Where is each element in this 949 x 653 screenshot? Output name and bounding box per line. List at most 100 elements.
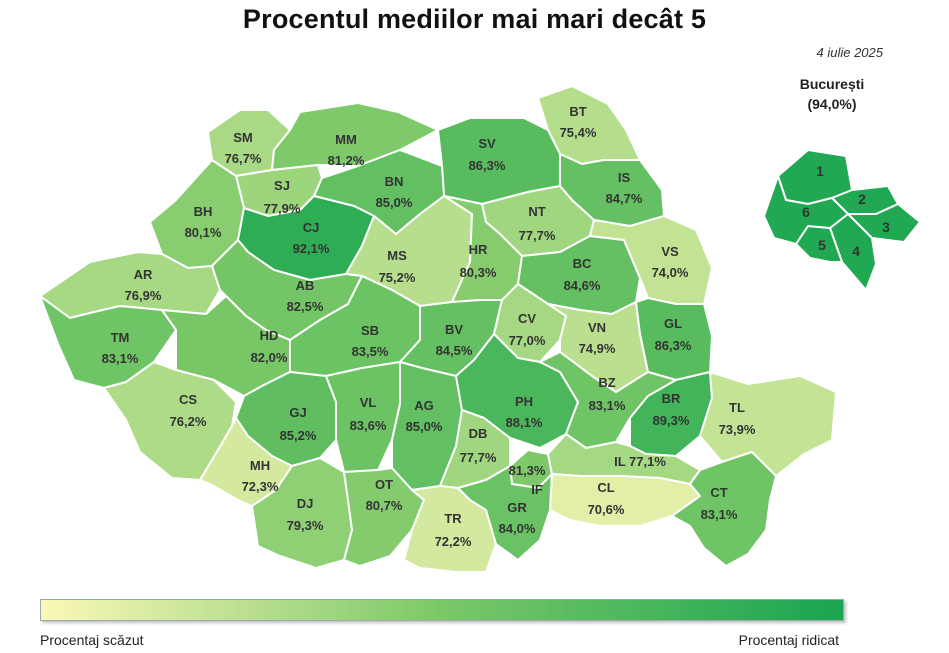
- county-code-sm: SM: [233, 130, 253, 145]
- county-value-if: 81,3%: [509, 463, 546, 478]
- county-code-mm: MM: [335, 132, 357, 147]
- county-code-ot: OT: [375, 477, 393, 492]
- county-value-ag: 85,0%: [406, 419, 443, 434]
- county-value-tr: 72,2%: [435, 534, 472, 549]
- county-value-gj: 85,2%: [280, 428, 317, 443]
- county-value-bn: 85,0%: [376, 195, 413, 210]
- county-value-bv: 84,5%: [436, 343, 473, 358]
- county-code-ag: AG: [414, 398, 434, 413]
- county-value-vn: 74,9%: [579, 341, 616, 356]
- county-value-db: 77,7%: [460, 450, 497, 465]
- county-code-cs: CS: [179, 392, 197, 407]
- county-value-bt: 75,4%: [560, 125, 597, 140]
- county-code-cv: CV: [518, 311, 536, 326]
- county-value-ab: 82,5%: [287, 299, 324, 314]
- county-code-bt: BT: [569, 104, 586, 119]
- county-value-dj: 79,3%: [287, 518, 324, 533]
- legend-low-label: Procentaj scăzut: [40, 632, 144, 648]
- county-code-cj: CJ: [303, 220, 320, 235]
- county-value-ms: 75,2%: [379, 270, 416, 285]
- county-tm[interactable]: [39, 295, 177, 389]
- bucharest-sector-label-5: 5: [818, 237, 826, 253]
- county-value-vs: 74,0%: [652, 265, 689, 280]
- county-code-sv: SV: [478, 136, 496, 151]
- county-code-gr: GR: [507, 500, 527, 515]
- bucharest-sector-6[interactable]: [763, 175, 849, 245]
- county-value-mm: 81,2%: [328, 153, 365, 168]
- county-code-br: BR: [662, 391, 681, 406]
- county-value-bz: 83,1%: [589, 398, 626, 413]
- county-bz[interactable]: [539, 351, 677, 449]
- county-code-vs: VS: [661, 244, 679, 259]
- county-value-cv: 77,0%: [509, 333, 546, 348]
- county-value-tm: 83,1%: [102, 351, 139, 366]
- county-value-ph: 88,1%: [506, 415, 543, 430]
- county-value-gl: 86,3%: [655, 338, 692, 353]
- county-value-vl: 83,6%: [350, 418, 387, 433]
- bucharest-name: București: [799, 76, 865, 92]
- county-value-ot: 80,7%: [366, 498, 403, 513]
- county-code-is: IS: [618, 170, 631, 185]
- county-code-bh: BH: [194, 204, 213, 219]
- county-value-hd: 82,0%: [251, 350, 288, 365]
- county-value-hr: 80,3%: [460, 265, 497, 280]
- county-tl[interactable]: [699, 371, 837, 477]
- county-ct[interactable]: [671, 451, 777, 567]
- county-vl[interactable]: [325, 361, 401, 473]
- county-value-mh: 72,3%: [242, 479, 279, 494]
- county-value-sb: 83,5%: [352, 344, 389, 359]
- legend-gradient-bar: [40, 599, 844, 621]
- county-code-sj: SJ: [274, 178, 290, 193]
- county-code-bv: BV: [445, 322, 463, 337]
- bucharest-sector-label-1: 1: [816, 163, 824, 179]
- county-code-ph: PH: [515, 394, 533, 409]
- county-code-db: DB: [469, 426, 488, 441]
- county-code-ct: CT: [710, 485, 727, 500]
- county-value-nt: 77,7%: [519, 228, 556, 243]
- bucharest-value: (94,0%): [807, 96, 857, 112]
- county-code-ms: MS: [387, 248, 407, 263]
- map-title: Procentul mediilor mai mari decât 5: [242, 4, 707, 34]
- county-ot[interactable]: [343, 467, 425, 567]
- county-value-sm: 76,7%: [225, 151, 262, 166]
- legend-high-label: Procentaj ridicat: [738, 632, 839, 648]
- county-value-sj: 77,9%: [264, 201, 301, 216]
- county-value-cs: 76,2%: [170, 414, 207, 429]
- county-code-tr: TR: [444, 511, 462, 526]
- county-code-tl: TL: [729, 400, 745, 415]
- map-date: 4 iulie 2025: [816, 45, 884, 60]
- county-code-gj: GJ: [289, 405, 306, 420]
- county-code-ab: AB: [296, 278, 315, 293]
- county-code-bc: BC: [573, 256, 592, 271]
- bucharest-sector-label-6: 6: [802, 204, 810, 220]
- county-value-gr: 84,0%: [499, 521, 536, 536]
- county-code-bz: BZ: [598, 375, 615, 390]
- county-value-cl: 70,6%: [588, 502, 625, 517]
- county-code-cl: CL: [597, 480, 614, 495]
- county-code-gl: GL: [664, 316, 682, 331]
- county-code-dj: DJ: [297, 496, 314, 511]
- bucharest-sector-label-4: 4: [852, 243, 860, 259]
- county-code-nt: NT: [528, 204, 545, 219]
- county-value-bh: 80,1%: [185, 225, 222, 240]
- county-value-br: 89,3%: [653, 413, 690, 428]
- county-value-tl: 73,9%: [719, 422, 756, 437]
- bucharest-sector-label-3: 3: [882, 219, 890, 235]
- county-code-if: IF: [531, 482, 543, 497]
- county-value-is: 84,7%: [606, 191, 643, 206]
- county-code-hd: HD: [260, 328, 279, 343]
- bucharest-sector-label-2: 2: [858, 191, 866, 207]
- county-gl[interactable]: [635, 297, 713, 381]
- county-code-vn: VN: [588, 320, 606, 335]
- county-code-tm: TM: [111, 330, 130, 345]
- county-code-ar: AR: [134, 267, 153, 282]
- county-value-ct: 83,1%: [701, 507, 738, 522]
- county-value-sv: 86,3%: [469, 158, 506, 173]
- county-value-cj: 92,1%: [293, 241, 330, 256]
- county-code-sb: SB: [361, 323, 379, 338]
- county-code-bn: BN: [385, 174, 404, 189]
- bucharest-label: București (94,0%): [788, 74, 876, 114]
- county-code-mh: MH: [250, 458, 270, 473]
- county-value-bc: 84,6%: [564, 278, 601, 293]
